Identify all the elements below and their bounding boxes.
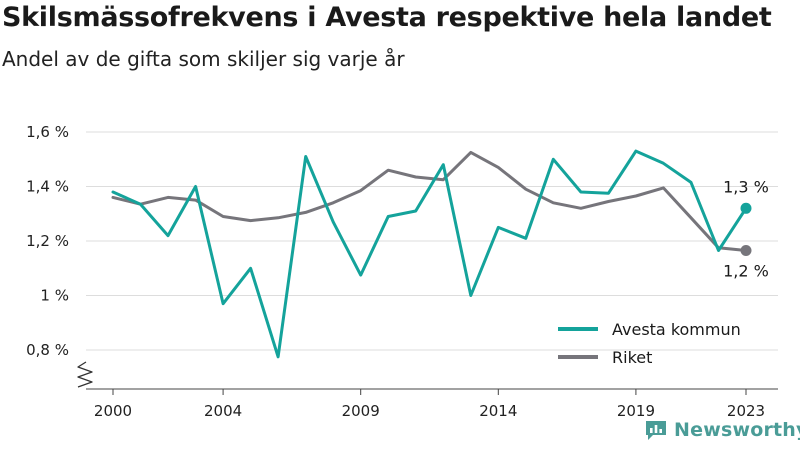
x-tick-label: 2023 [727,402,765,420]
y-tick-label: 1,6 % [26,123,69,141]
series-line [111,149,748,359]
y-tick-label: 0,8 % [26,341,69,359]
series-line [111,150,748,252]
x-tick-label: 2009 [342,402,380,420]
x-tick-label: 2019 [617,402,655,420]
axis-break-icon [77,361,93,388]
legend-label: Riket [612,348,652,367]
series-end-point [740,202,752,214]
legend-label: Avesta kommun [612,320,741,339]
chart-title: Skilsmässofrekvens i Avesta respektive h… [2,2,772,33]
x-tick-label: 2000 [94,402,132,420]
newsworthy-logo-icon [646,421,666,440]
y-tick-label: 1,4 % [26,178,69,196]
y-tick-label: 1 % [40,287,69,305]
chart-subtitle: Andel av de gifta som skiljer sig varje … [2,47,405,71]
brand-name: Newsworthy [674,419,800,441]
x-tick-label: 2014 [479,402,517,420]
series-end-point [740,245,752,257]
brand-logo: Newsworthy [644,419,800,441]
y-tick-label: 1,2 % [26,232,69,250]
data-label: 1,3 % [723,177,769,196]
data-label: 1,2 % [723,262,769,281]
x-tick-label: 2004 [204,402,242,420]
